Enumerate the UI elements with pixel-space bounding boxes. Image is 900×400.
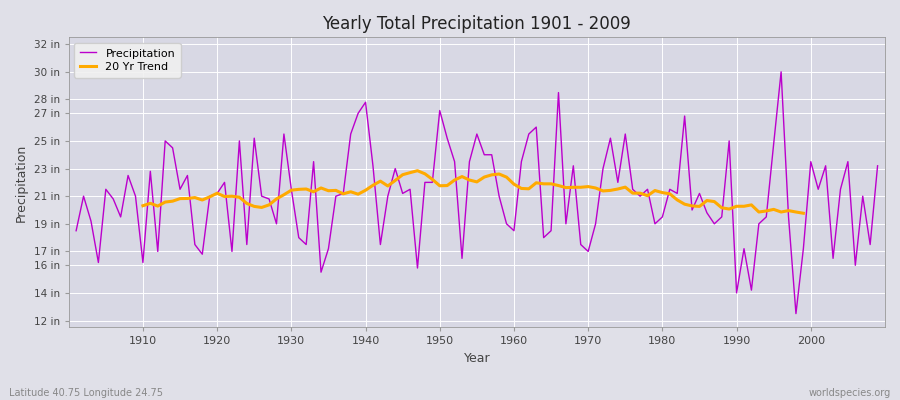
Precipitation	[508, 228, 519, 233]
Precipitation	[872, 163, 883, 168]
Legend: Precipitation, 20 Yr Trend: Precipitation, 20 Yr Trend	[75, 43, 181, 78]
20 Yr Trend	[694, 204, 705, 209]
Precipitation	[790, 311, 801, 316]
Precipitation	[293, 235, 304, 240]
Y-axis label: Precipitation: Precipitation	[15, 143, 28, 222]
20 Yr Trend	[776, 210, 787, 214]
Precipitation	[598, 166, 608, 171]
Line: Precipitation: Precipitation	[76, 72, 878, 314]
20 Yr Trend	[709, 199, 720, 204]
Text: Latitude 40.75 Longitude 24.75: Latitude 40.75 Longitude 24.75	[9, 388, 163, 398]
Line: 20 Yr Trend: 20 Yr Trend	[143, 171, 804, 213]
20 Yr Trend	[412, 168, 423, 173]
X-axis label: Year: Year	[464, 352, 490, 365]
Precipitation	[338, 191, 348, 196]
Precipitation	[776, 70, 787, 74]
20 Yr Trend	[227, 194, 238, 198]
20 Yr Trend	[138, 203, 148, 208]
20 Yr Trend	[605, 188, 616, 193]
Precipitation	[501, 222, 512, 226]
Precipitation	[71, 228, 82, 233]
Precipitation	[130, 194, 141, 198]
Text: worldspecies.org: worldspecies.org	[809, 388, 891, 398]
20 Yr Trend	[338, 192, 348, 196]
20 Yr Trend	[798, 211, 809, 216]
Title: Yearly Total Precipitation 1901 - 2009: Yearly Total Precipitation 1901 - 2009	[322, 15, 631, 33]
